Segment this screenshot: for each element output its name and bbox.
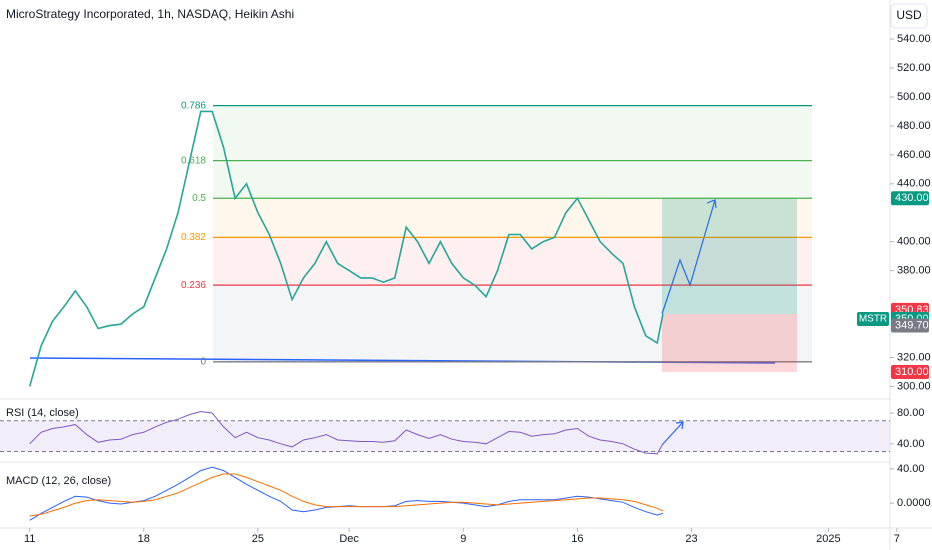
y-tick-label: 80.00 <box>897 407 925 419</box>
x-tick-label: 25 <box>252 533 264 545</box>
x-tick-label: 23 <box>685 533 697 545</box>
fib-label: 0.786 <box>181 100 206 111</box>
fib-label: 0.382 <box>181 232 206 243</box>
y-tick-label: 40.00 <box>897 463 925 475</box>
symbol-label: MSTR <box>859 314 887 325</box>
series-line <box>29 473 664 517</box>
series-line <box>28 110 664 387</box>
y-tick-label: 440.00 <box>897 178 931 190</box>
price-tag-label: 430.00 <box>895 192 929 204</box>
x-tick-label: 2025 <box>816 533 840 545</box>
price-tag-label: 310.00 <box>895 366 929 378</box>
y-tick-label: 0.0000 <box>897 497 931 509</box>
fib-zone <box>213 198 812 238</box>
fib-zone <box>213 105 812 161</box>
fib-zone <box>213 285 812 362</box>
y-tick-label: 320.00 <box>897 351 931 363</box>
fib-zone <box>213 160 812 199</box>
series-line <box>29 410 664 455</box>
y-tick-label: 540.00 <box>897 33 931 45</box>
x-tick-label: 16 <box>571 533 583 545</box>
x-tick-label: 11 <box>24 533 35 545</box>
y-tick-label: 40.00 <box>897 438 925 450</box>
fib-label: 0 <box>200 356 206 367</box>
macd-title: MACD (12, 26, close) <box>6 475 111 487</box>
profit-zone <box>662 198 797 315</box>
price-tag <box>891 318 929 333</box>
x-tick-label: 9 <box>460 533 466 545</box>
y-tick-label: 460.00 <box>897 149 931 161</box>
x-tick-label: 7 <box>894 533 900 545</box>
price-tag <box>891 364 929 379</box>
fib-label: 0.618 <box>181 155 206 166</box>
fib-label: 0.236 <box>181 280 206 291</box>
rsi-title: RSI (14, close) <box>6 407 79 419</box>
y-tick-label: 520.00 <box>897 62 931 74</box>
fib-zone <box>213 237 812 286</box>
symbol-tag <box>857 312 889 327</box>
currency[interactable]: USD <box>896 8 922 22</box>
y-tick-label: 300.00 <box>897 380 931 392</box>
x-tick-label: Dec <box>339 533 359 545</box>
projection-arrow <box>661 421 684 446</box>
fib-label: 0.5 <box>192 193 206 204</box>
chart-title: MicroStrategy Incorporated, 1h, NASDAQ, … <box>6 7 294 21</box>
y-tick-label: 480.00 <box>897 120 931 132</box>
y-tick-label: 400.00 <box>897 236 931 248</box>
price-tag <box>891 191 929 206</box>
price-tag-label: 349.70 <box>895 319 929 331</box>
x-tick-label: 18 <box>138 533 150 545</box>
loss-zone <box>662 314 797 372</box>
y-tick-label: 380.00 <box>897 265 931 277</box>
projection-arrow <box>661 199 717 315</box>
y-tick-label: 500.00 <box>897 91 931 103</box>
currency-button[interactable] <box>890 3 928 29</box>
